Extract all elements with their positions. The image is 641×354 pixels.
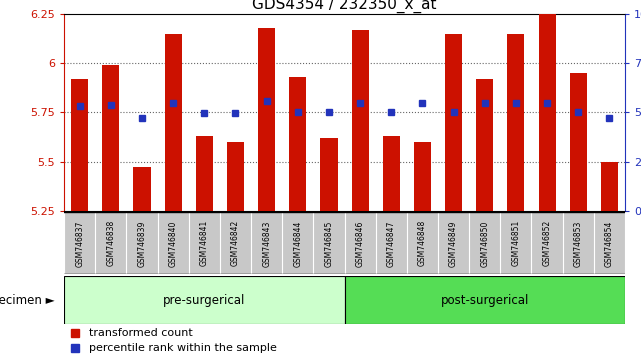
Bar	[538, 14, 556, 211]
Bar	[570, 73, 587, 211]
Bar	[351, 30, 369, 211]
Text: GSM746849: GSM746849	[449, 220, 458, 267]
Bar	[289, 77, 306, 211]
Text: percentile rank within the sample: percentile rank within the sample	[89, 343, 277, 353]
Bar	[227, 142, 244, 211]
Text: GSM746851: GSM746851	[512, 220, 520, 267]
Bar	[64, 276, 345, 324]
Text: GSM746842: GSM746842	[231, 220, 240, 267]
Bar	[320, 138, 338, 211]
Text: GSM746845: GSM746845	[324, 220, 333, 267]
Text: transformed count: transformed count	[89, 328, 193, 338]
Text: GSM746846: GSM746846	[356, 220, 365, 267]
Bar	[507, 34, 524, 211]
Bar	[476, 79, 494, 211]
Bar	[601, 161, 618, 211]
Text: GSM746848: GSM746848	[418, 220, 427, 267]
Text: GSM746839: GSM746839	[138, 220, 147, 267]
Text: post-surgerical: post-surgerical	[440, 293, 529, 307]
Title: GDS4354 / 232350_x_at: GDS4354 / 232350_x_at	[253, 0, 437, 13]
Text: GSM746854: GSM746854	[605, 220, 614, 267]
Bar	[414, 142, 431, 211]
Bar	[383, 136, 400, 211]
Text: GSM746852: GSM746852	[542, 220, 551, 267]
Text: GSM746838: GSM746838	[106, 220, 115, 267]
Bar	[103, 65, 119, 211]
Text: GSM746837: GSM746837	[75, 220, 84, 267]
Bar	[258, 28, 275, 211]
Bar	[345, 276, 625, 324]
Text: pre-surgerical: pre-surgerical	[163, 293, 246, 307]
Text: GSM746841: GSM746841	[200, 220, 209, 267]
Text: GSM746844: GSM746844	[294, 220, 303, 267]
Bar	[165, 34, 182, 211]
Text: GSM746850: GSM746850	[480, 220, 489, 267]
Text: GSM746840: GSM746840	[169, 220, 178, 267]
Bar	[445, 34, 462, 211]
Text: GSM746847: GSM746847	[387, 220, 395, 267]
Bar	[133, 167, 151, 211]
Text: GSM746853: GSM746853	[574, 220, 583, 267]
Bar	[196, 136, 213, 211]
Text: specimen ►: specimen ►	[0, 293, 54, 307]
Bar	[71, 79, 88, 211]
Text: GSM746843: GSM746843	[262, 220, 271, 267]
